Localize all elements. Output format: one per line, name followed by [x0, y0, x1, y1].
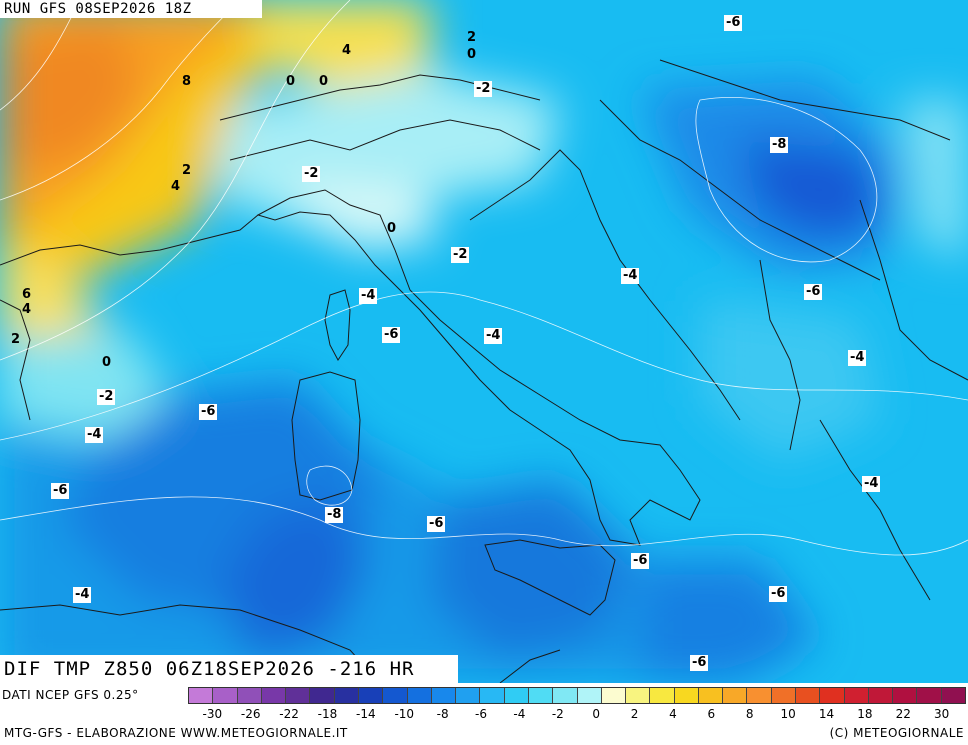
- contour-label: -6: [199, 404, 218, 420]
- scale-tick-label: 0: [592, 707, 601, 721]
- color-swatch: [407, 688, 432, 703]
- color-swatch: [844, 688, 869, 703]
- contour-label: -6: [631, 553, 650, 569]
- scale-tick-label: -18: [317, 707, 338, 721]
- contour-label: -8: [770, 137, 789, 153]
- contour-label: -6: [690, 655, 709, 671]
- color-swatch: [601, 688, 627, 703]
- contour-label: -6: [382, 327, 401, 343]
- color-swatch: [431, 688, 457, 703]
- color-swatch: [553, 688, 578, 703]
- scale-tick-label: 22: [895, 707, 911, 721]
- color-swatch: [358, 688, 384, 703]
- contour-label: 0: [102, 355, 112, 370]
- color-swatch: [310, 688, 335, 703]
- color-swatch: [261, 688, 287, 703]
- scale-tick-label: 10: [780, 707, 796, 721]
- color-swatch: [650, 688, 675, 703]
- color-swatch: [334, 688, 359, 703]
- contour-label: -4: [862, 476, 881, 492]
- scale-tick-label: -22: [279, 707, 299, 721]
- contour-label: -6: [51, 483, 70, 499]
- contour-label: 4: [22, 302, 32, 317]
- color-swatch: [723, 688, 748, 703]
- contour-label: -4: [484, 328, 503, 344]
- contour-label: 4: [342, 43, 352, 58]
- scale-tick-label: 8: [745, 707, 754, 721]
- run-title: RUN GFS 08SEP2026 18Z: [0, 0, 262, 18]
- contour-label: -4: [85, 427, 104, 443]
- color-swatch: [747, 688, 772, 703]
- temperature-anomaly-map: [0, 0, 968, 683]
- contour-label: -2: [97, 389, 116, 405]
- color-swatch: [480, 688, 505, 703]
- variable-title: DIF TMP Z850 06Z18SEP2026 -216 HR: [0, 655, 458, 683]
- contour-label: -4: [73, 587, 92, 603]
- contour-label: 0: [467, 47, 477, 62]
- scale-tick-label: -6: [475, 707, 487, 721]
- color-swatch: [577, 688, 602, 703]
- contour-label: -6: [724, 15, 743, 31]
- color-swatch: [674, 688, 699, 703]
- footer-credit: MTG-GFS - ELABORAZIONE WWW.METEOGIORNALE…: [4, 726, 348, 740]
- scale-tick-label: -8: [436, 707, 449, 721]
- scale-tick-label: -2: [551, 707, 564, 721]
- scale-tick-label: 2: [630, 707, 639, 721]
- contour-label: 0: [387, 221, 397, 236]
- contour-label: 2: [182, 163, 192, 178]
- contour-label: -4: [621, 268, 640, 284]
- contour-label: 2: [467, 30, 477, 45]
- contour-label: -4: [359, 288, 378, 304]
- color-swatch: [237, 688, 262, 703]
- contour-label: -4: [848, 350, 867, 366]
- color-swatch: [941, 688, 965, 703]
- contour-label: 6: [22, 287, 32, 302]
- color-swatch: [383, 688, 408, 703]
- color-swatch: [189, 688, 214, 703]
- source-label: DATI NCEP GFS 0.25°: [2, 688, 139, 702]
- color-swatch: [626, 688, 651, 703]
- scale-tick-label: -4: [513, 707, 526, 721]
- color-swatch: [893, 688, 918, 703]
- color-swatch: [286, 688, 311, 703]
- contour-label: -6: [427, 516, 446, 532]
- contour-label: 0: [286, 74, 296, 89]
- scale-tick-label: 4: [669, 707, 677, 721]
- color-scale-ticks: -30 -26 -22 -18 -14 -10 -8 -6 -4 -2 0 2 4 6 8 10 14 18 22 3…: [188, 707, 966, 723]
- color-swatch: [213, 688, 238, 703]
- contour-label: -2: [474, 81, 493, 97]
- scale-tick-label: 18: [857, 707, 873, 721]
- scale-tick-label: -10: [394, 707, 415, 721]
- contour-label: 0: [319, 74, 329, 89]
- contour-label: 2: [11, 332, 21, 347]
- scale-tick-label: -26: [240, 707, 261, 721]
- scale-tick-label: 30: [934, 707, 950, 721]
- contour-label: 4: [171, 179, 181, 194]
- color-swatch: [456, 688, 481, 703]
- scale-tick-label: -14: [356, 707, 376, 721]
- contour-label: -6: [804, 284, 823, 300]
- color-swatch: [504, 688, 529, 703]
- scale-tick-label: 6: [707, 707, 716, 721]
- color-scale-bar: [188, 687, 966, 704]
- color-swatch: [917, 688, 942, 703]
- contour-label: -6: [769, 586, 788, 602]
- contour-label: -8: [325, 507, 344, 523]
- contour-label: 8: [182, 74, 192, 89]
- color-swatch: [528, 688, 554, 703]
- color-swatch: [771, 688, 797, 703]
- color-swatch: [796, 688, 821, 703]
- scale-tick-label: -30: [202, 707, 223, 721]
- footer-copyright: (C) METEOGIORNALE: [829, 726, 964, 740]
- color-swatch: [820, 688, 845, 703]
- contour-label: -2: [451, 247, 470, 263]
- scale-tick-label: 14: [818, 707, 835, 721]
- color-swatch: [698, 688, 724, 703]
- color-swatch: [868, 688, 894, 703]
- contour-label: -2: [302, 166, 321, 182]
